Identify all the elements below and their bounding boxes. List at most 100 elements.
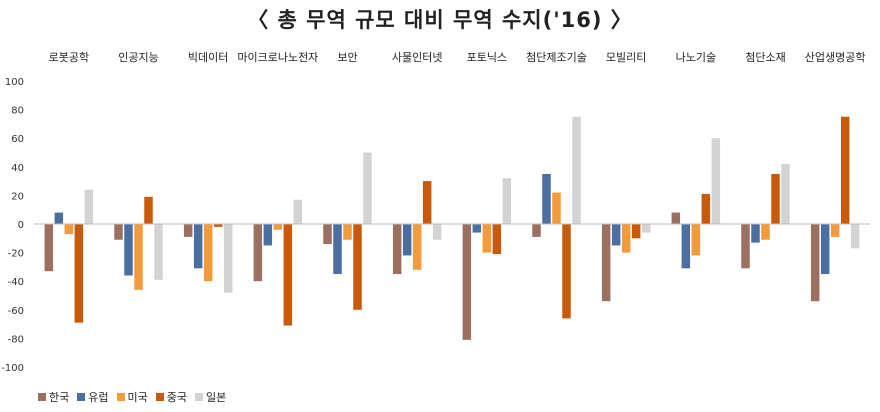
bar: [552, 192, 561, 224]
legend-label: 중국: [166, 391, 187, 404]
legend-item: 일본: [195, 389, 226, 405]
bar: [44, 224, 54, 272]
y-tick-label: -40: [8, 277, 24, 288]
bar: [701, 193, 711, 224]
category-label: 로봇공학: [49, 51, 89, 64]
bar: [572, 116, 581, 224]
category-label: 나노기술: [676, 51, 716, 64]
legend-swatch: [195, 393, 203, 401]
bar: [293, 199, 303, 224]
bar: [353, 224, 362, 310]
bar: [84, 189, 94, 224]
bar: [183, 224, 193, 237]
bar: [482, 224, 492, 253]
y-tick-label: 60: [11, 134, 24, 145]
bar: [432, 224, 442, 240]
y-tick-label: 100: [5, 77, 24, 88]
y-tick-label: 20: [11, 191, 24, 202]
bar: [472, 224, 482, 233]
legend-swatch: [155, 393, 164, 401]
category-label: 마이크로나노전자: [237, 51, 318, 64]
bar: [333, 224, 342, 275]
bar: [850, 224, 860, 249]
legend-swatch: [77, 393, 86, 401]
bar: [412, 224, 422, 270]
legend-item: 한국: [38, 389, 69, 405]
bar: [203, 224, 213, 282]
bar: [711, 138, 721, 224]
legend-label: 미국: [127, 391, 148, 404]
y-tick-label: -20: [8, 249, 24, 260]
legend-swatch: [116, 393, 125, 401]
bar: [462, 224, 472, 340]
category-label: 첨단소재: [745, 51, 785, 64]
bar: [810, 224, 820, 302]
bar: [154, 224, 163, 280]
legend-item: 중국: [155, 389, 187, 405]
bar: [532, 224, 541, 237]
y-tick-label: -100: [1, 363, 24, 374]
category-label: 사물인터넷: [392, 51, 443, 64]
bar: [621, 224, 631, 253]
chart-title: 〈 총 무역 규모 대비 무역 수지('16) 〉: [247, 8, 633, 32]
bar: [114, 224, 123, 240]
bar: [681, 224, 691, 269]
bar: [601, 224, 611, 302]
bar: [253, 224, 263, 282]
y-tick-label: -60: [8, 306, 24, 317]
bar: [124, 224, 133, 276]
category-label: 빅데이터: [188, 51, 228, 64]
bar: [343, 224, 352, 240]
bar: [691, 224, 701, 256]
bar: [273, 224, 283, 230]
bar: [631, 224, 641, 239]
category-label: 포토닉스: [467, 51, 507, 64]
y-tick-label: 0: [18, 220, 24, 231]
legend-label: 일본: [206, 391, 227, 404]
bar: [492, 224, 502, 255]
bar: [641, 224, 651, 233]
category-label: 보안: [337, 51, 357, 64]
bar: [671, 212, 681, 224]
category-label: 첨단제조기술: [526, 51, 587, 64]
bar: [820, 224, 830, 275]
legend-item: 유럽: [77, 389, 109, 405]
legend-label: 유럽: [88, 391, 109, 404]
y-tick-label: 80: [11, 106, 24, 117]
legend: 한국 유럽 미국 중국 일본: [38, 389, 226, 405]
bar: [562, 224, 571, 319]
category-label: 모빌리티: [606, 51, 646, 64]
bar: [323, 224, 332, 245]
bar: [771, 173, 780, 224]
bar: [213, 224, 223, 227]
bar: [64, 224, 74, 235]
bar: [402, 224, 412, 256]
bar: [840, 116, 850, 224]
bar: [542, 173, 551, 224]
bar: [761, 224, 770, 240]
legend-label: 한국: [49, 391, 70, 404]
bar: [74, 224, 84, 323]
bar: [781, 163, 790, 224]
bar: [283, 224, 293, 326]
bar: [751, 224, 760, 243]
bar: [193, 224, 203, 269]
bar: [611, 224, 621, 246]
bar: [54, 212, 64, 224]
category-label: 산업생명공학: [805, 51, 866, 64]
bar: [144, 196, 153, 224]
y-tick-label: -80: [8, 334, 24, 345]
legend-item: 미국: [116, 389, 148, 405]
category-label: 인공지능: [118, 51, 158, 64]
bar: [392, 224, 402, 275]
bar: [502, 178, 512, 224]
bar: [363, 152, 372, 224]
bar: [223, 224, 233, 293]
bar: [422, 181, 432, 224]
bar: [134, 224, 143, 290]
bar: [741, 224, 750, 269]
legend-swatch: [38, 393, 46, 401]
y-tick-label: 40: [11, 163, 24, 174]
bar: [830, 224, 840, 237]
